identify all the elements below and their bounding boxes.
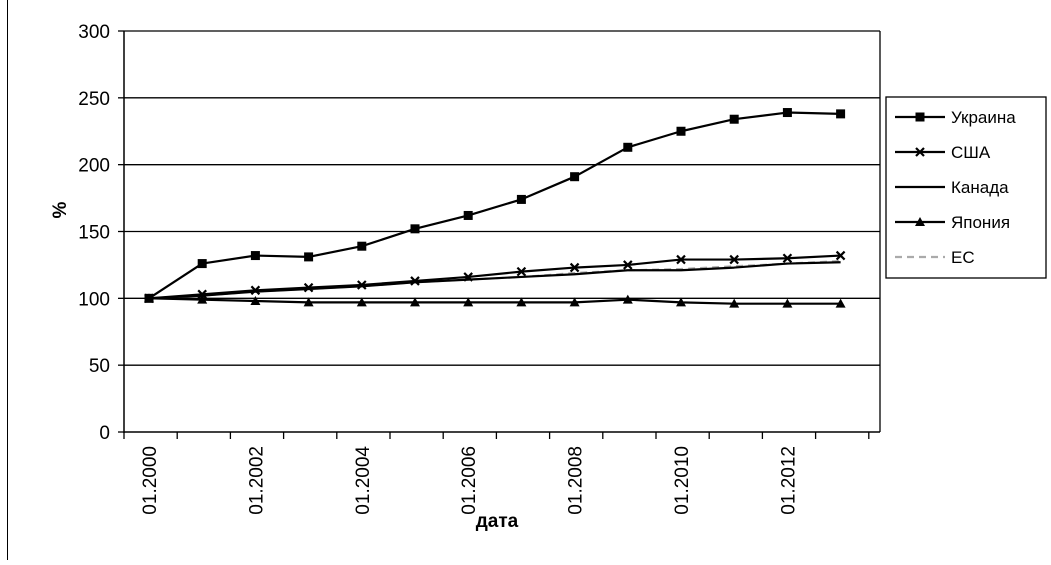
x-tick-label: 01.2000 [140, 446, 161, 515]
data-point-3-3 [303, 297, 314, 307]
x-tick-label: 01.2006 [459, 446, 480, 515]
legend-label: США [951, 143, 991, 162]
series-line-0 [148, 111, 841, 300]
x-tick-label: 01.2002 [246, 446, 267, 515]
legend-label: Япония [951, 213, 1010, 232]
data-point-0-1 [197, 259, 207, 269]
x-tick-label: 01.2010 [672, 446, 693, 515]
y-tick-labels: 0 50 100 150 200 250 300 [78, 22, 124, 444]
x-tick-label: 01.2008 [566, 446, 587, 515]
legend-swatch-marker [915, 217, 925, 226]
data-point-0-7 [516, 194, 526, 204]
legend-label: ЕС [951, 248, 975, 267]
data-point-1-8 [569, 262, 580, 273]
data-point-0-4 [357, 241, 367, 251]
y-tick-label: 200 [78, 156, 110, 177]
data-point-1-1 [197, 289, 207, 300]
series-markers [144, 108, 846, 308]
data-point-3-6 [463, 297, 474, 307]
y-tick-label: 150 [78, 223, 110, 244]
data-point-0-12 [782, 108, 792, 118]
legend-label: Канада [951, 178, 1009, 197]
data-point-1-3 [303, 282, 314, 293]
y-tick-label: 50 [89, 356, 110, 377]
data-point-3-12 [782, 298, 793, 308]
data-point-0-11 [729, 114, 739, 124]
data-point-1-7 [516, 266, 527, 277]
y-tick-label: 100 [78, 289, 110, 310]
data-point-1-10 [676, 254, 686, 265]
data-point-3-5 [410, 297, 420, 307]
x-axis-title: дата [476, 511, 519, 532]
grid-lines [124, 30, 880, 366]
data-point-0-13 [836, 109, 846, 119]
data-point-0-5 [410, 224, 420, 234]
data-point-1-9 [623, 260, 633, 270]
data-point-3-4 [356, 297, 367, 307]
series-line-3 [148, 297, 841, 305]
data-point-1-4 [357, 280, 367, 290]
y-axis-title: % [50, 201, 71, 218]
y-tick-label: 250 [78, 89, 110, 110]
legend-label: Украина [951, 108, 1016, 127]
y-tick-label: 300 [78, 22, 110, 43]
legend: Украина США Канада Япония ЕС [885, 96, 1047, 279]
data-point-0-8 [570, 172, 580, 182]
data-point-0-10 [676, 126, 686, 136]
data-point-0-2 [250, 251, 260, 261]
data-point-3-7 [516, 297, 527, 307]
series-lines [148, 111, 841, 305]
data-point-3-13 [835, 298, 846, 308]
legend-swatch-marker [915, 147, 925, 157]
data-point-1-11 [729, 254, 739, 265]
x-tick-label: 01.2012 [778, 446, 799, 515]
data-point-1-12 [782, 253, 793, 264]
data-point-3-11 [729, 298, 740, 308]
data-point-1-13 [835, 250, 846, 261]
y-tick-label: 0 [99, 423, 110, 444]
series-line-1 [148, 254, 841, 300]
data-point-0-6 [463, 210, 473, 220]
data-point-3-10 [676, 297, 686, 307]
x-tick-label: 01.2004 [353, 446, 374, 515]
data-point-0-9 [623, 142, 633, 152]
legend-swatch-marker [915, 112, 925, 122]
series-line-2 [148, 261, 841, 300]
data-point-3-1 [197, 294, 208, 304]
data-point-1-5 [410, 276, 420, 286]
data-point-3-9 [622, 294, 633, 304]
series-line-4 [148, 259, 841, 300]
data-point-3-2 [250, 296, 261, 306]
x-tick-labels: 01.2000 01.2002 01.2004 01.2006 01.2008 01.20… [123, 432, 870, 515]
data-point-1-2 [250, 285, 261, 296]
data-point-3-8 [569, 297, 580, 307]
data-point-1-6 [463, 272, 473, 282]
data-point-0-3 [304, 252, 314, 262]
data-point-0-0 [144, 293, 154, 303]
